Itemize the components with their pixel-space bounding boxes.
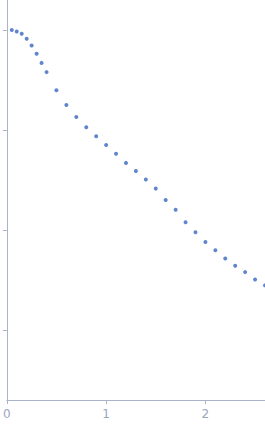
svg-text:2: 2 (202, 407, 210, 421)
svg-text:1: 1 (102, 407, 110, 421)
svg-text:0: 0 (3, 407, 11, 421)
